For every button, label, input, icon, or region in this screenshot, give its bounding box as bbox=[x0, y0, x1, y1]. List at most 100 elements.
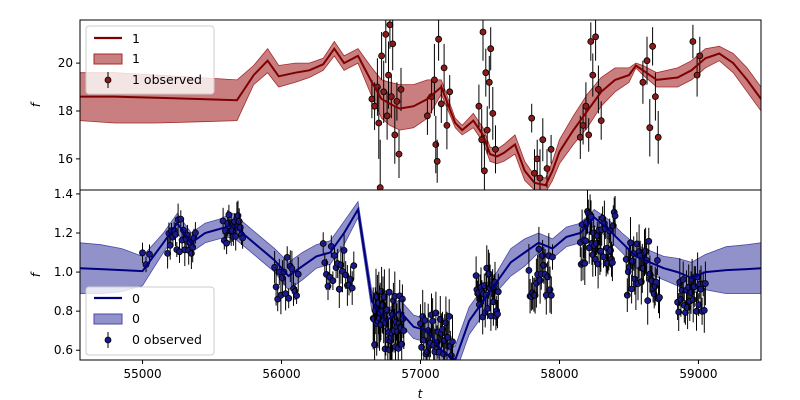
bot-observed-point bbox=[239, 234, 247, 242]
top-legend-point-swatch bbox=[104, 76, 112, 84]
bot-observed-point bbox=[600, 253, 607, 261]
bot-observed-point bbox=[494, 288, 502, 296]
top-observed-point bbox=[643, 57, 651, 65]
top-observed-point bbox=[587, 38, 595, 45]
top-legend-label-observed: 1 observed bbox=[132, 72, 202, 87]
bot-observed-point bbox=[189, 243, 197, 251]
bottom-legend-label-observed: 0 observed bbox=[132, 332, 202, 347]
bot-observed-point bbox=[293, 292, 301, 300]
bot-observed-point bbox=[225, 211, 233, 219]
bot-observed-point bbox=[398, 295, 406, 303]
top-observed-point bbox=[595, 86, 602, 93]
top-panel: 16 18 20 f 1 1 1 observed bbox=[29, 19, 762, 191]
bot-observed-point bbox=[656, 293, 663, 301]
top-observed-point bbox=[480, 167, 488, 175]
bottom-legend-label-line: 0 bbox=[132, 291, 140, 306]
top-observed-point bbox=[489, 110, 497, 117]
top-observed-point bbox=[368, 95, 376, 103]
top-observed-point bbox=[576, 133, 584, 141]
bot-observed-point bbox=[166, 241, 174, 249]
top-observed-point bbox=[589, 71, 597, 79]
top-observed-point bbox=[536, 174, 544, 182]
top-observed-point bbox=[443, 122, 451, 129]
bot-observed-point bbox=[628, 285, 635, 293]
bot-observed-point bbox=[623, 291, 631, 299]
bot-observed-point bbox=[626, 263, 633, 271]
bot-observed-point bbox=[271, 263, 279, 271]
top-observed-point bbox=[383, 112, 391, 120]
bot-observed-point bbox=[690, 283, 698, 291]
bot-observed-point bbox=[400, 327, 408, 335]
bot-observed-point bbox=[235, 217, 243, 225]
bot-observed-point bbox=[449, 338, 456, 346]
bot-x-tick-label: 57000 bbox=[401, 367, 439, 381]
bot-x-tick-label: 56000 bbox=[262, 367, 300, 381]
bottom-x-ticks: 55000 56000 57000 58000 59000 bbox=[123, 360, 718, 381]
bot-observed-point bbox=[546, 286, 554, 294]
top-observed-point bbox=[639, 78, 647, 86]
top-model-line bbox=[80, 46, 761, 187]
bot-x-tick-label: 58000 bbox=[540, 367, 578, 381]
bottom-y-axis-label: f bbox=[29, 271, 43, 277]
top-observed-point bbox=[475, 102, 483, 110]
bot-observed-point bbox=[642, 247, 649, 255]
top-legend-band-swatch bbox=[93, 53, 123, 65]
top-observed-point bbox=[393, 98, 401, 105]
top-observed-point bbox=[376, 184, 384, 190]
bot-observed-point bbox=[350, 262, 358, 270]
top-observed-point bbox=[547, 145, 555, 153]
bot-observed-point bbox=[675, 308, 683, 316]
top-observed-point bbox=[646, 124, 654, 132]
bot-observed-point bbox=[597, 247, 605, 255]
top-observed-point bbox=[585, 131, 593, 139]
bot-observed-point bbox=[652, 278, 660, 286]
bottom-panel: 0.6 0.8 1.0 1.2 1.4 55000 56000 57000 58000 5900… bbox=[29, 187, 762, 400]
bot-observed-point bbox=[383, 306, 391, 314]
bot-observed-point bbox=[445, 312, 453, 320]
bot-observed-point bbox=[139, 249, 146, 257]
top-legend-label-line: 1 bbox=[132, 31, 140, 46]
bot-observed-point bbox=[689, 296, 697, 304]
bot-observed-point bbox=[348, 284, 356, 292]
bot-observed-point bbox=[700, 306, 708, 314]
top-observed-point bbox=[492, 145, 499, 153]
top-observed-point bbox=[487, 45, 495, 53]
top-legend-label-band: 1 bbox=[132, 51, 140, 66]
top-observed-point bbox=[423, 112, 431, 120]
bot-observed-point bbox=[283, 253, 291, 261]
bot-observed-point bbox=[582, 237, 590, 245]
top-observed-point bbox=[483, 126, 491, 134]
top-observed-point bbox=[430, 76, 438, 84]
bot-observed-point bbox=[398, 340, 406, 348]
bot-observed-point bbox=[177, 215, 185, 223]
bottom-legend-box bbox=[85, 286, 215, 356]
top-observed-point bbox=[652, 93, 659, 100]
bot-observed-point bbox=[146, 250, 153, 258]
bot-observed-point bbox=[234, 212, 242, 220]
bot-observed-point bbox=[288, 265, 296, 272]
top-observed-point bbox=[597, 117, 605, 124]
top-observed-point bbox=[385, 71, 392, 79]
top-observed-point bbox=[382, 31, 390, 38]
top-observed-point bbox=[389, 40, 397, 48]
bot-y-tick-label: 0.8 bbox=[54, 304, 73, 318]
top-observed-point bbox=[375, 119, 383, 127]
bot-x-tick-label: 55000 bbox=[123, 367, 161, 381]
bottom-observed-points bbox=[139, 190, 709, 360]
bot-observed-point bbox=[645, 237, 653, 245]
top-legend: 1 1 1 observed bbox=[85, 25, 215, 95]
bot-observed-point bbox=[294, 270, 302, 278]
bot-observed-point bbox=[187, 249, 195, 257]
top-observed-point bbox=[543, 165, 551, 172]
top-observed-point bbox=[592, 33, 599, 41]
bot-observed-point bbox=[494, 310, 501, 318]
bot-observed-point bbox=[536, 276, 544, 284]
bot-y-tick-label: 1.0 bbox=[54, 265, 73, 279]
bot-observed-point bbox=[223, 239, 231, 247]
top-observed-point bbox=[378, 52, 386, 60]
bot-observed-point bbox=[609, 259, 616, 267]
top-observed-point bbox=[446, 88, 454, 96]
bot-observed-point bbox=[611, 212, 619, 220]
bot-observed-point bbox=[329, 277, 337, 285]
bot-observed-point bbox=[340, 246, 348, 254]
